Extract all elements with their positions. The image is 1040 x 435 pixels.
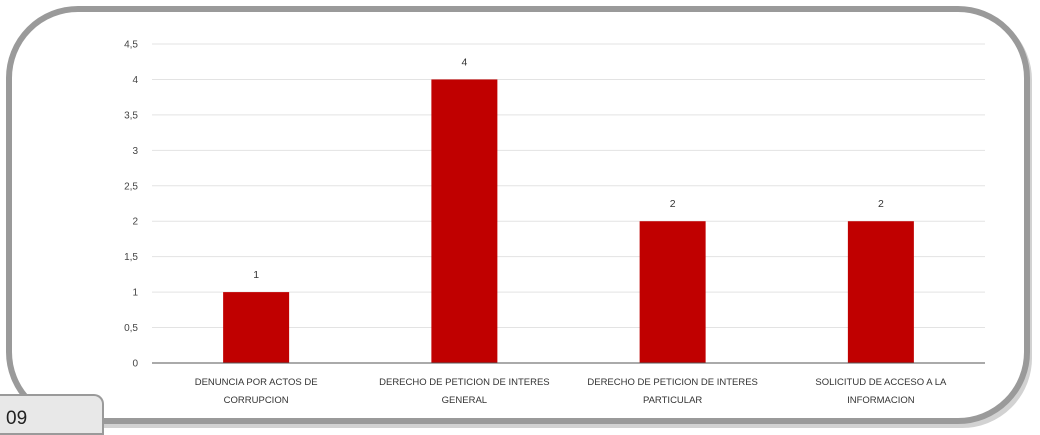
y-tick-label: 0: [132, 359, 138, 370]
gridlines: [152, 43, 985, 329]
bar: [223, 292, 290, 363]
y-tick-label: 3,5: [124, 110, 138, 121]
y-tick-label: 1,5: [124, 252, 138, 263]
page-number: 09: [6, 408, 28, 429]
y-tick-label: 2: [132, 217, 138, 228]
y-axis-ticks: 0 0,5 1 1,5 2 2,5 3 3,5 4 4,5: [124, 40, 138, 370]
data-label: 2: [878, 198, 884, 210]
data-labels: 1 4 2 2: [253, 56, 884, 281]
category-label: SOLICITUD DE ACCESO A LA: [815, 377, 947, 388]
y-tick-label: 4: [132, 75, 138, 86]
category-label: PARTICULAR: [643, 395, 702, 406]
data-label: 4: [461, 56, 467, 68]
category-label: DERECHO DE PETICION DE INTERES: [587, 377, 758, 388]
category-label: CORRUPCION: [224, 395, 289, 406]
data-label: 2: [670, 198, 676, 210]
data-label: 1: [253, 269, 259, 281]
y-tick-label: 1: [132, 288, 138, 299]
category-label: DENUNCIA POR ACTOS DE: [195, 377, 318, 388]
y-tick-label: 4,5: [124, 40, 138, 51]
category-label: GENERAL: [442, 395, 487, 406]
category-labels: DENUNCIA POR ACTOS DE CORRUPCION DERECHO D…: [195, 377, 947, 406]
category-label: INFORMACION: [847, 395, 915, 406]
bars: [223, 79, 914, 363]
category-label: DERECHO DE PETICION DE INTERES: [379, 377, 550, 388]
bar: [639, 221, 706, 363]
y-tick-label: 2,5: [124, 181, 138, 192]
y-tick-label: 3: [132, 146, 138, 157]
page-number-tab: [0, 394, 104, 435]
bar: [431, 79, 498, 363]
bar: [847, 221, 914, 363]
y-tick-label: 0,5: [124, 323, 138, 334]
